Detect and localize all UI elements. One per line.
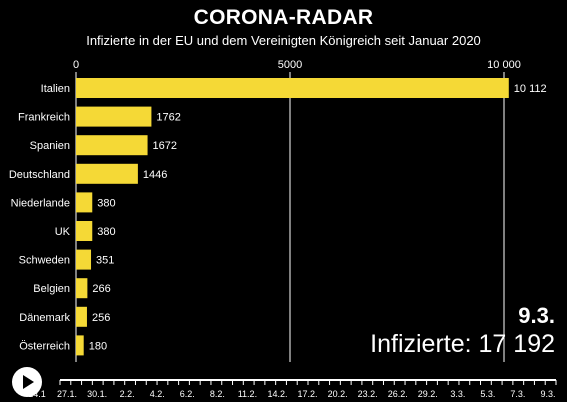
value-label: 380 — [97, 226, 115, 238]
category-label: Deutschland — [9, 169, 70, 181]
timeline-label: 11.2. — [238, 389, 257, 399]
bar — [76, 163, 138, 184]
timeline-label: 20.2. — [328, 389, 348, 399]
value-label: 1672 — [153, 140, 177, 152]
timeline-label: 9.3. — [540, 389, 555, 399]
x-tick-label: 10 000 — [487, 59, 521, 71]
category-label: Belgien — [33, 283, 70, 295]
value-label: 256 — [92, 312, 110, 324]
timeline-label: 24.1 — [28, 389, 46, 399]
value-label: 351 — [96, 255, 114, 267]
category-label: Dänemark — [19, 312, 70, 324]
category-label: Italien — [41, 83, 70, 95]
timeline-label: 30.1. — [87, 389, 107, 399]
category-label: Niederlande — [11, 197, 70, 209]
play-icon — [23, 375, 34, 389]
bar — [76, 78, 509, 98]
x-tick-label: 0 — [73, 59, 79, 71]
category-label: Schweden — [19, 255, 70, 267]
bar — [76, 306, 87, 327]
bar — [76, 249, 92, 270]
chart-title: CORONA-RADAR — [193, 6, 374, 29]
value-label: 180 — [89, 340, 107, 352]
category-label: Frankreich — [18, 112, 70, 124]
timeline-label: 2.2. — [120, 389, 135, 399]
bar — [76, 278, 88, 299]
timeline-label: 29.2. — [418, 389, 438, 399]
timeline-label: 27.1. — [57, 389, 77, 399]
bar — [76, 335, 84, 356]
timeline-slider[interactable]: 24.1 27.1. 30.1. 2.2. 4.2. 6.2. 8.2. 11.2. 14.2.… — [0, 370, 567, 402]
timeline-label: 14.2. — [267, 389, 287, 399]
chart-subtitle: Infizierte in der EU und dem Vereinigten… — [86, 33, 481, 48]
bar — [76, 192, 93, 213]
bar-chart: 0 5000 10 000 Italien 10 112 Frankreich 1762 Sp… — [9, 59, 547, 362]
bar — [76, 135, 148, 156]
timeline-label: 8.2. — [210, 389, 225, 399]
timeline-label: 5.3. — [480, 389, 495, 399]
value-label: 266 — [92, 283, 110, 295]
value-label: 10 112 — [514, 83, 547, 95]
timeline-label: 17.2. — [298, 389, 318, 399]
value-label: 380 — [97, 197, 115, 209]
timeline-label: 23.2. — [358, 389, 378, 399]
category-label: Österreich — [19, 340, 70, 352]
category-label: UK — [55, 226, 71, 238]
timeline-label: 7.3. — [510, 389, 525, 399]
timeline-label: 6.2. — [180, 389, 195, 399]
x-tick-label: 5000 — [278, 59, 302, 71]
current-date-label: 9.3. — [518, 303, 555, 328]
timeline-label: 26.2. — [388, 389, 408, 399]
value-label: 1446 — [143, 169, 167, 181]
play-button[interactable] — [12, 367, 42, 397]
bar — [76, 106, 152, 127]
value-label: 1762 — [156, 112, 180, 124]
timeline-label: 4.2. — [150, 389, 165, 399]
timeline-label: 3.3. — [450, 389, 465, 399]
category-label: Spanien — [30, 140, 70, 152]
infected-count-label: Infizierte: 17 192 — [370, 330, 555, 358]
bar — [76, 221, 93, 241]
